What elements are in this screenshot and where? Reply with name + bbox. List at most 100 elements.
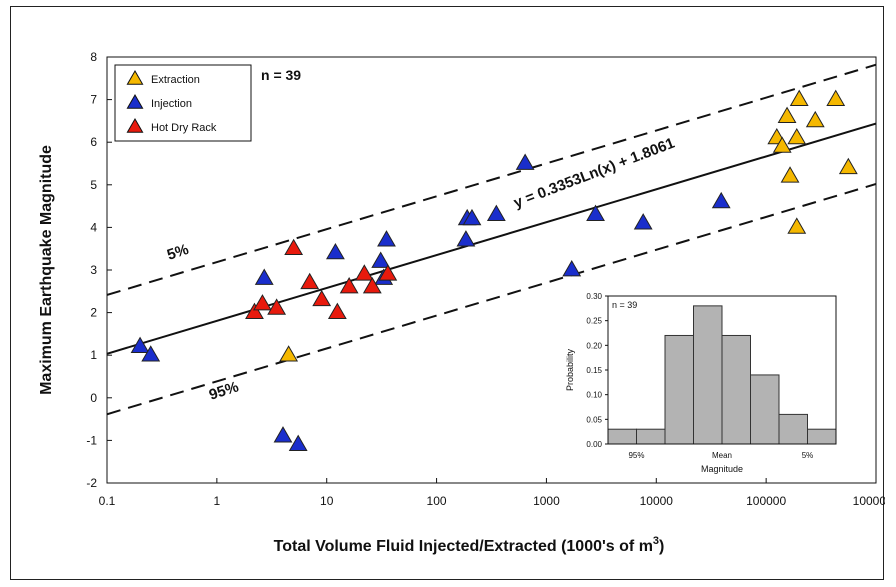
inset-y-tick-label: 0.30 [586,292,602,301]
point-hot-dry-rack [312,289,332,307]
fit-lines [107,63,876,416]
inset-y-tick-label: 0.10 [586,391,602,400]
y-tick-label: 4 [90,220,97,234]
point-injection [273,426,293,443]
point-hot-dry-rack [253,294,272,311]
inset-n-label: n = 39 [612,300,637,310]
fit-equation: y = 0.3353Ln(x) + 1.8061 [511,135,677,212]
scatter-chart: 0.1 1 10 100 1000 10000 100000 1000000 -2 -1 0 1 2 3 4… [38,50,885,555]
y-tick-label: 6 [90,135,97,149]
y-tick-label: 0 [90,391,97,405]
point-hot-dry-rack [284,238,304,256]
inset-bar [664,334,694,445]
inset-x-tick-label: Mean [712,451,732,460]
inset-x-tick-label: 95% [628,451,644,460]
point-hot-dry-rack [327,302,347,319]
upper-bound-label: 5% [165,241,191,264]
inset-y-tick-label: 0.20 [586,341,602,350]
x-axis-title: Total Volume Fluid Injected/Extracted (1… [274,535,665,555]
point-extraction [787,127,807,145]
point-injection [254,268,274,285]
point-injection [586,204,605,221]
x-tick-label: 1000000 [853,494,885,508]
point-injection [562,259,582,277]
upper-bound-line [107,63,876,296]
n-label: n = 39 [261,67,301,83]
x-tick-label: 100000 [746,494,786,508]
point-extraction [789,89,809,106]
inset-bar [721,334,751,445]
point-injection [462,208,482,226]
point-hot-dry-rack [378,264,398,281]
inset-bars [607,305,837,445]
y-tick-label: -1 [86,433,97,447]
x-tick-label: 100 [427,494,447,508]
inset-bar [693,305,723,445]
point-extraction [777,106,797,123]
figure-frame: 0.1 1 10 100 1000 10000 100000 1000000 -2 -1 0 1 2 3 4… [10,6,885,580]
point-extraction [826,89,846,106]
point-injection [515,153,535,170]
x-tick-label: 10000 [640,494,674,508]
point-hot-dry-rack [245,302,264,319]
point-injection [486,204,506,221]
legend-marker-extraction [126,69,144,85]
inset-y-tick-label: 0.25 [586,317,602,326]
point-injection [288,434,308,452]
point-extraction [838,157,858,175]
point-injection [633,213,653,230]
y-tick-label: 7 [90,93,97,107]
x-tick-label: 1 [214,494,221,508]
fit-line [107,122,876,355]
y-axis-title: Maximum Earthquake Magnitude [38,145,55,395]
x-tick-label: 0.1 [99,494,116,508]
point-injection [377,230,396,247]
lower-bound-label: 95% [207,378,241,403]
inset-bar [750,374,780,445]
point-extraction [787,217,807,234]
inset-x-title: Magnitude [701,464,743,474]
inset-histogram: 0.00 0.05 0.10 0.15 0.20 0.25 0.30 95% Mean 5% n … [553,285,851,477]
inset-bar [778,413,808,445]
data-points [130,89,858,452]
legend-marker-hot-dry-rack [126,117,144,133]
inset-bar [607,428,637,445]
legend-label-injection: Injection [151,98,192,110]
point-extraction [780,166,800,183]
legend: Extraction Injection Hot Dry Rack [114,64,252,142]
x-tick-label: 1000 [533,494,560,508]
inset-y-tick-label: 0.05 [586,415,602,424]
inset-y-tick-label: 0.15 [586,366,602,375]
inset-x-tick-label: 5% [802,451,814,460]
point-extraction [772,136,792,153]
legend-label-hot-dry-rack: Hot Dry Rack [151,122,217,134]
inset-axes: 0.00 0.05 0.10 0.15 0.20 0.25 0.30 95% Mean 5% [586,292,813,460]
y-tick-label: 2 [90,306,97,320]
point-injection [456,230,476,247]
x-tick-label: 10 [320,494,334,508]
y-tick-label: 8 [90,50,97,64]
point-injection [711,191,731,209]
point-hot-dry-rack [354,264,374,281]
inset-bar [636,428,666,445]
y-tick-label: 5 [90,178,97,192]
point-hot-dry-rack [267,298,287,315]
point-extraction [805,110,825,128]
point-injection [325,242,345,260]
y-tick-label: 3 [90,263,97,277]
y-tick-label: -2 [86,476,97,490]
point-hot-dry-rack [339,277,359,294]
lower-bound-line [107,183,876,416]
legend-marker-injection [126,93,144,109]
legend-label-extraction: Extraction [151,74,200,86]
y-tick-label: 1 [90,348,97,362]
point-hot-dry-rack [300,272,320,290]
axes: 0.1 1 10 100 1000 10000 100000 1000000 -2 -1 0 1 2 3 4… [86,50,885,508]
point-hot-dry-rack [362,277,382,294]
inset-y-title: Probability [565,348,575,391]
point-injection [141,345,161,362]
point-injection [130,336,150,354]
inset-y-tick-label: 0.00 [586,440,602,449]
point-extraction [279,345,299,362]
point-injection [371,251,391,268]
